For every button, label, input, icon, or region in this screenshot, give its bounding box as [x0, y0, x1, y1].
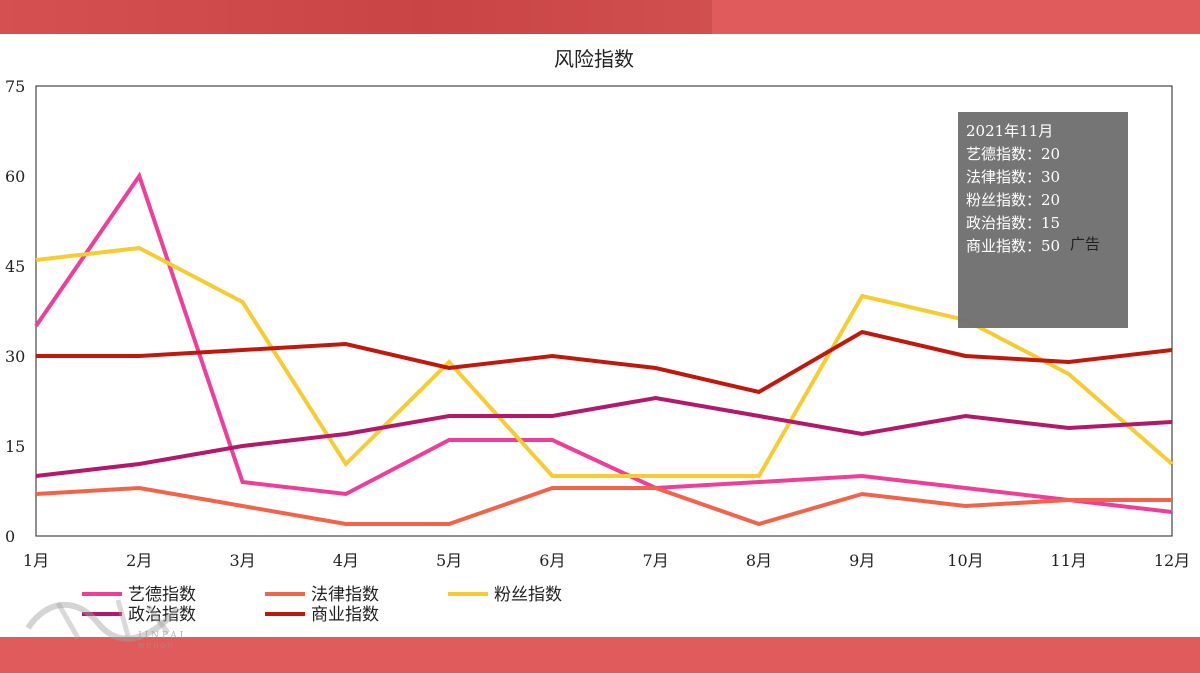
tooltip-line-fensi: 粉丝指数：20	[966, 191, 1061, 209]
series-lines	[34, 171, 1174, 527]
plot-area-frame	[35, 85, 1173, 537]
legend-label: 艺德指数	[128, 585, 196, 605]
x-tick-label: 7月	[643, 551, 669, 570]
ad-label: 广告	[1070, 235, 1101, 253]
x-tick-label: 9月	[849, 551, 875, 570]
legend-label: 粉丝指数	[494, 585, 562, 605]
y-tick-label: 0	[5, 527, 15, 546]
tooltip-title: 2021年11月	[966, 122, 1054, 140]
legend-label: 法律指数	[311, 585, 379, 605]
x-tick-label: 10月	[947, 551, 983, 570]
x-tick-label: 5月	[436, 551, 462, 570]
x-axis: 1月 2月 3月 4月 5月 6月 7月 8月 9月 10月 11月 12月	[23, 551, 1190, 570]
watermark-text: JINPAI	[137, 631, 186, 641]
series-line-4	[36, 329, 1173, 395]
chart-title: 风险指数	[554, 47, 634, 71]
tooltip-line-shangye: 商业指数：50	[966, 237, 1061, 255]
x-tick-label: 2月	[126, 551, 152, 570]
y-tick-label: 45	[5, 257, 25, 276]
top-banner-image	[0, 0, 712, 34]
series-line-2	[35, 245, 1174, 478]
y-tick-label: 15	[5, 437, 25, 456]
tooltip-line-falv: 法律指数：30	[966, 168, 1061, 186]
x-tick-label: 8月	[746, 551, 772, 570]
bottom-banner	[0, 637, 1200, 673]
series-line-0	[34, 171, 1173, 514]
tooltip-line-zhengzhi: 政治指数：15	[966, 214, 1061, 232]
data-tooltip: 2021年11月 艺德指数：20 法律指数：30 粉丝指数：20 政治指数：15…	[958, 112, 1128, 328]
y-tick-label: 30	[5, 347, 25, 366]
legend-label: 政治指数	[128, 605, 196, 625]
x-tick-label: 6月	[539, 551, 565, 570]
legend-label: 商业指数	[311, 605, 379, 625]
y-tick-label: 75	[5, 77, 25, 96]
x-tick-label: 12月	[1154, 551, 1190, 570]
x-tick-label: 1月	[23, 551, 49, 570]
x-tick-label: 11月	[1051, 551, 1087, 570]
x-tick-label: 3月	[229, 551, 255, 570]
tooltip-line-yide: 艺德指数：20	[966, 145, 1061, 163]
brand-watermark-logo: JINPAI MUHOU	[25, 599, 186, 650]
watermark-subtext: MUHOU	[138, 643, 174, 650]
y-tick-label: 60	[5, 167, 25, 186]
y-axis: 0 15 30 45 60 75	[5, 77, 25, 546]
series-line-3	[35, 395, 1173, 478]
series-line-1	[35, 485, 1172, 527]
x-tick-label: 4月	[333, 551, 359, 570]
